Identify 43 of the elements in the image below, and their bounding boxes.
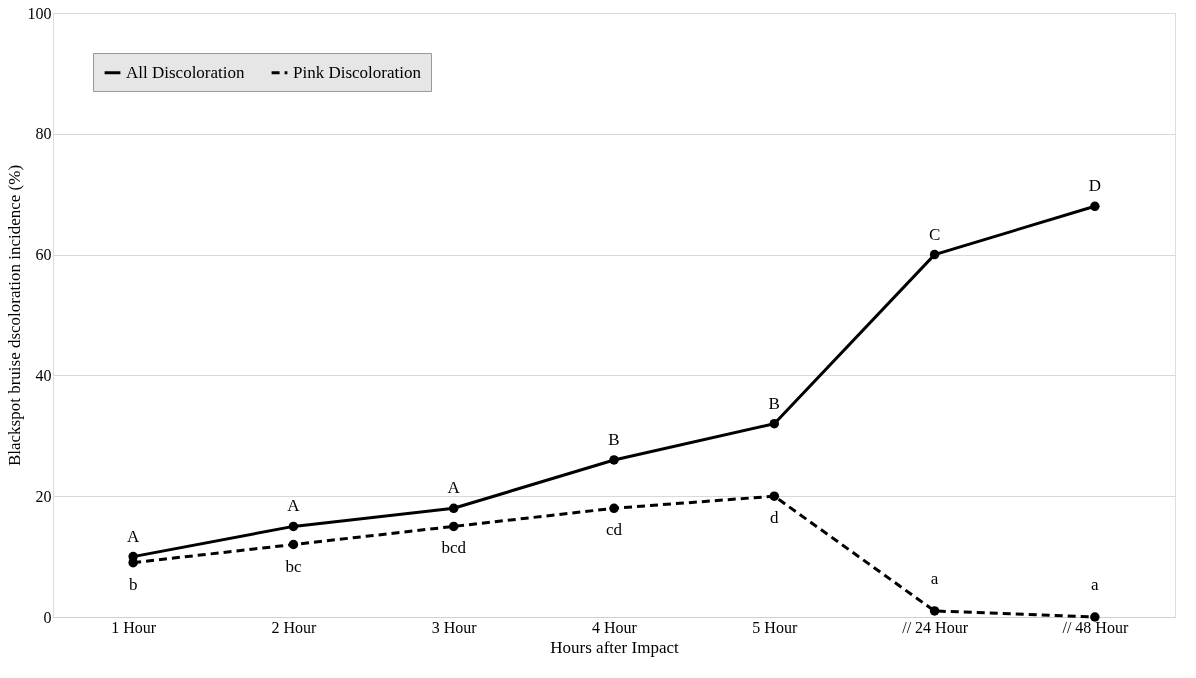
y-tick-label: 80	[35, 125, 52, 143]
y-axis-title: Blackspot bruise dscoloration incidence (%)	[4, 164, 24, 467]
y-tick-label: 100	[27, 4, 52, 22]
x-tick-label: 5 Hour	[752, 618, 798, 636]
point	[929, 606, 940, 616]
y-tick-label: 0	[43, 608, 52, 626]
point	[288, 539, 299, 550]
y-tick-label: 40	[35, 366, 52, 384]
x-tick-label: // 24 Hour	[902, 618, 969, 636]
point	[1090, 201, 1100, 212]
data-label: B	[608, 429, 620, 449]
data-label: A	[127, 526, 140, 546]
point	[769, 418, 780, 429]
data-label: b	[128, 574, 138, 594]
x-tick-label: // 48 Hour	[1062, 618, 1129, 636]
data-label: A	[447, 478, 461, 498]
x-tick-label: 2 Hour	[271, 618, 318, 636]
point	[448, 503, 459, 514]
point	[288, 521, 299, 532]
data-label: B	[768, 393, 780, 413]
point	[929, 249, 940, 260]
x-tick-label: 4 Hour	[592, 618, 638, 636]
data-label: bcd	[441, 538, 467, 558]
data-label: D	[1088, 176, 1101, 196]
legend-label: All Discoloration	[126, 62, 246, 82]
data-label: a	[1091, 575, 1100, 594]
y-tick-label: 60	[35, 246, 52, 264]
point	[769, 491, 780, 501]
legend-label: Pink Discoloration	[293, 62, 422, 82]
data-label: a	[930, 568, 939, 588]
data-label: bc	[285, 556, 302, 576]
data-label: cd	[605, 520, 623, 540]
x-axis-title: Hours after Impact	[550, 637, 679, 657]
data-label: A	[287, 496, 301, 516]
x-tick-label: 1 Hour	[111, 618, 157, 636]
x-tick-label: 3 Hour	[431, 618, 478, 636]
data-label: C	[928, 224, 941, 244]
point	[609, 455, 619, 465]
point	[609, 503, 619, 514]
data-label: d	[770, 508, 780, 528]
point	[1090, 612, 1100, 622]
point	[448, 521, 459, 532]
y-tick-label: 20	[35, 487, 52, 505]
